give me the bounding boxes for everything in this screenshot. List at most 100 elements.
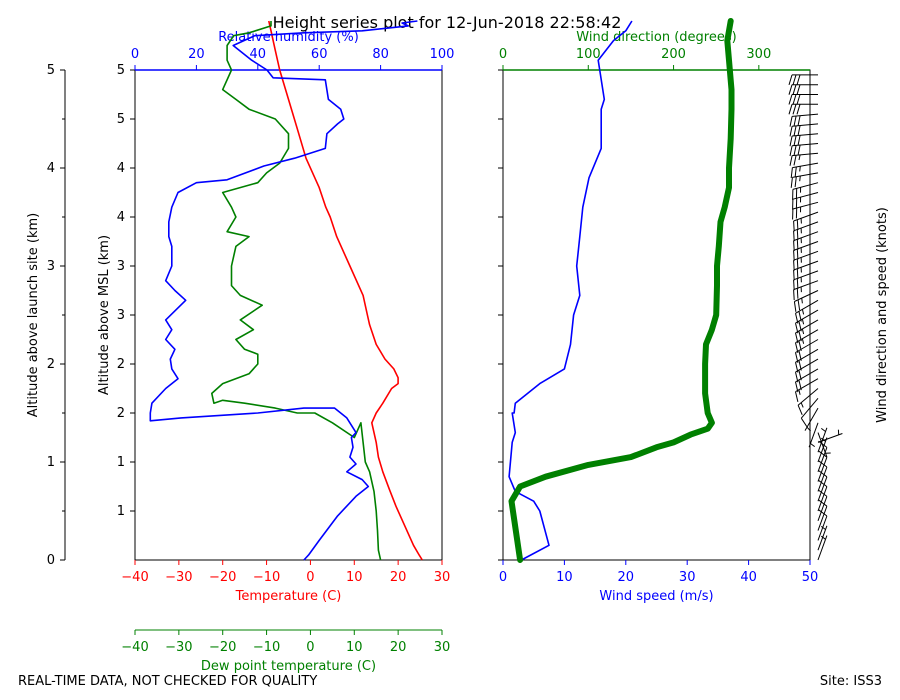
wind-barb-flag (793, 230, 795, 242)
wind-barb-staff (817, 427, 828, 453)
wind-barb-flag (788, 104, 793, 115)
inner-y-tick-label: 1 (117, 455, 125, 470)
inner-y-tick-label: 3 (117, 259, 125, 274)
wind-barb-flag (792, 94, 797, 105)
wind-speed-tick-label: 20 (618, 570, 635, 585)
wind-barb (817, 479, 828, 512)
wind-barb (817, 525, 828, 551)
wind-barb-staff (792, 162, 819, 169)
wind-barb-flag (789, 145, 793, 157)
wind-barb-flag (792, 104, 797, 115)
inner-y-tick-label: 1 (117, 504, 125, 519)
wind-barb-flag (796, 219, 799, 231)
wind-barb (817, 432, 831, 458)
inner-y-tick-label: 3 (117, 308, 125, 323)
wind-barb-staff (817, 496, 828, 521)
wind-barb-flag (796, 104, 801, 115)
inner-y-tick-label: 2 (117, 406, 125, 421)
wind-barb-flag (788, 84, 793, 95)
wind-barb-staff (804, 407, 819, 431)
wind-barb (817, 470, 828, 502)
quality-disclaimer: REAL-TIME DATA, NOT CHECKED FOR QUALITY (18, 674, 318, 689)
temperature-tick-label: 30 (434, 570, 451, 585)
dewpoint-line (211, 21, 382, 561)
wind-barb (817, 440, 828, 472)
wind-barb-half-flag (800, 402, 804, 408)
wind-barb (817, 429, 843, 443)
wind-barb-half-flag (821, 525, 826, 530)
wind-barb (817, 489, 828, 521)
wind-barb-flag (792, 74, 797, 86)
humidity-tick-label: 80 (372, 47, 389, 62)
wind-barb (817, 427, 828, 453)
temperature-tick-label: −30 (165, 570, 192, 585)
wind-barb-staff (792, 152, 819, 157)
wind-barb-staff (795, 368, 819, 383)
temperature-tick-label: 10 (346, 570, 363, 585)
wind-barb-flag (796, 258, 799, 270)
wind-barb (789, 133, 819, 147)
inner-y-tick-label: 5 (117, 63, 125, 78)
wind-barb-staff (792, 201, 819, 210)
wind-barb-flag (792, 84, 797, 95)
wind-barb-half-flag (801, 338, 805, 344)
wind-barb-flag (796, 74, 801, 86)
wind-barb-flag (789, 116, 793, 127)
wind-barb-flag (797, 125, 801, 136)
wind-barb-flag (794, 176, 797, 188)
wind-barb-staff (795, 378, 819, 393)
wind-barb-staff (793, 231, 819, 242)
wind-barb-flag (796, 94, 801, 105)
temperature-tick-label: −20 (209, 570, 236, 585)
wind-barb-half-flag (798, 389, 801, 395)
dewpoint-tick-label: 30 (434, 640, 451, 655)
wind-barb-staff (793, 250, 819, 261)
wind-barb (789, 143, 819, 157)
wind-barb-staff (795, 348, 819, 363)
wind-barb-flag (796, 268, 799, 280)
wind-barb-flag (794, 166, 797, 178)
dewpoint-tick-label: −20 (209, 640, 236, 655)
humidity-axis-label: Relative humidity (%) (218, 30, 359, 45)
wind-barb-flag (818, 450, 828, 458)
wind-direction-axis-label: Wind direction (degrees) (576, 30, 736, 45)
wind-barb (817, 450, 828, 482)
wind-barb-staff (793, 260, 819, 271)
dewpoint-tick-label: 20 (390, 640, 407, 655)
wind-barb-flag (818, 460, 828, 468)
wind-direction-line (508, 18, 735, 563)
wind-barb (817, 499, 828, 531)
wind-barb-flag (796, 84, 801, 95)
wind-barb-flag (793, 115, 797, 127)
wind-barb-staff (795, 339, 819, 353)
wind-barb-staff (797, 388, 819, 406)
wind-barb-staff (794, 290, 819, 302)
wind-barb (792, 182, 819, 200)
wind-barb (793, 270, 819, 291)
wind-barb-staff (792, 172, 819, 178)
wind-barb-half-flag (798, 154, 801, 161)
wind-speed-tick-label: 40 (740, 570, 757, 585)
wind-barb (793, 221, 819, 242)
wind-barb-flag (790, 177, 793, 188)
wind-barb-staff (817, 506, 828, 531)
wind-panel: 0 10 20 30 40 50 Wind speed (m/s) 0 100 200 300 Win… (498, 18, 890, 604)
wind-barb (795, 378, 819, 403)
wind-barb (808, 422, 819, 448)
wind-barb-flag (793, 289, 795, 301)
wind-barb (793, 231, 819, 252)
wind-barb-half-flag (821, 437, 826, 442)
wind-barb-flag (818, 489, 828, 497)
dewpoint-tick-label: 10 (346, 640, 363, 655)
wind-barb-staff (793, 270, 819, 281)
wind-barb-axis-label: Wind direction and speed (knots) (875, 207, 890, 423)
wind-barb-flag (793, 125, 797, 137)
wind-barb-staff (817, 457, 828, 482)
wind-barb-staff (792, 113, 819, 117)
outer-y-tick-label: 3 (47, 259, 55, 274)
wind-barb (788, 103, 818, 115)
inner-y-tick-label: 4 (117, 210, 125, 225)
wind-barb-flag (793, 260, 795, 271)
wind-barb-staff (793, 241, 819, 251)
